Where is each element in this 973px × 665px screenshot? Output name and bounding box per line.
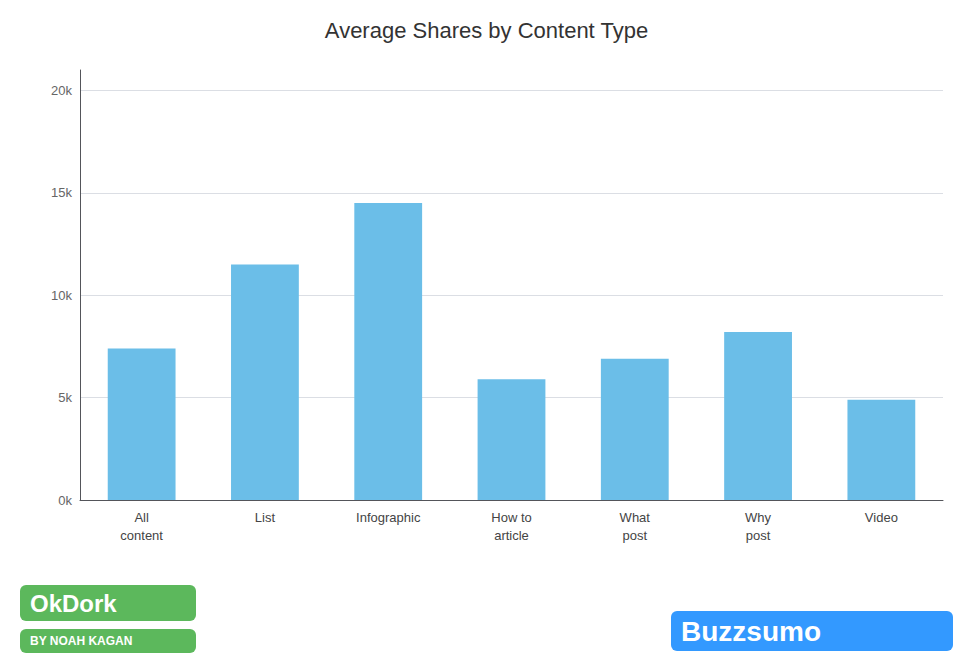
svg-text:Average Shares by Content Type: Average Shares by Content Type: [325, 18, 648, 43]
svg-text:post: post: [622, 528, 647, 543]
svg-text:10k: 10k: [51, 288, 72, 303]
svg-text:Why: Why: [745, 510, 772, 525]
svg-text:article: article: [494, 528, 529, 543]
svg-text:What: What: [620, 510, 651, 525]
svg-text:BY NOAH KAGAN: BY NOAH KAGAN: [30, 634, 132, 648]
svg-text:All: All: [134, 510, 149, 525]
svg-text:15k: 15k: [51, 185, 72, 200]
svg-text:Video: Video: [865, 510, 898, 525]
svg-text:Buzzsumo: Buzzsumo: [681, 616, 821, 647]
svg-text:content: content: [120, 528, 163, 543]
svg-text:OkDork: OkDork: [30, 590, 117, 617]
svg-text:Infographic: Infographic: [356, 510, 421, 525]
svg-text:List: List: [255, 510, 276, 525]
svg-text:How to: How to: [491, 510, 531, 525]
svg-text:0k: 0k: [58, 493, 72, 508]
svg-text:post: post: [746, 528, 771, 543]
svg-text:5k: 5k: [58, 390, 72, 405]
svg-text:20k: 20k: [51, 83, 72, 98]
